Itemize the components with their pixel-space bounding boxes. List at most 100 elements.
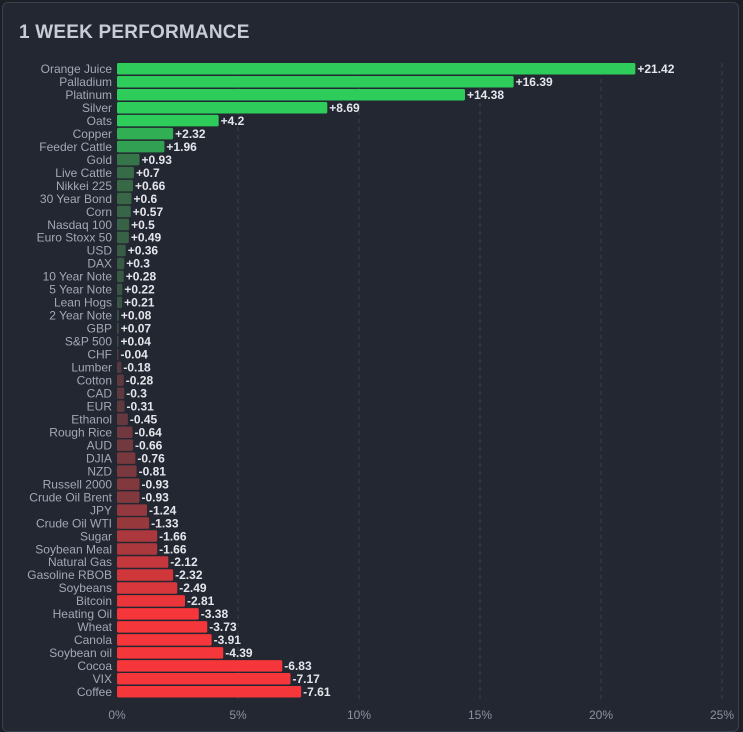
category-label: VIX: [93, 672, 112, 686]
value-label: +0.28: [126, 270, 157, 284]
value-label: +0.07: [121, 322, 152, 336]
bar: [117, 478, 140, 490]
bar: [117, 400, 125, 412]
category-label: S&P 500: [65, 335, 112, 349]
value-label: +0.49: [131, 231, 162, 245]
value-label: +0.3: [126, 257, 150, 271]
value-label: +14.38: [467, 88, 504, 102]
category-label: Corn: [86, 205, 112, 219]
category-label: DJIA: [86, 451, 112, 465]
bar: [117, 127, 174, 140]
category-label: USD: [87, 244, 113, 258]
category-label: CHF: [87, 348, 112, 362]
category-label: 5 Year Note: [49, 283, 112, 297]
bar: [117, 374, 124, 387]
bar: [117, 543, 158, 555]
value-label: -2.49: [179, 581, 207, 595]
category-label: Soybean oil: [49, 646, 112, 660]
bar: [117, 582, 178, 594]
category-label: Bitcoin: [76, 594, 112, 608]
bar: [117, 569, 174, 581]
value-label: +0.04: [121, 335, 152, 349]
bar: [117, 101, 328, 114]
bar: [117, 517, 150, 529]
bar: [117, 504, 148, 516]
value-label: +16.39: [516, 75, 553, 89]
x-tick-label: 20%: [589, 708, 613, 722]
x-tick-label: 25%: [710, 708, 734, 722]
value-label: +4.2: [221, 114, 245, 128]
value-label: -2.12: [170, 555, 198, 569]
value-label: +0.08: [121, 309, 152, 323]
value-label: +0.6: [134, 192, 158, 206]
value-label: -0.04: [121, 348, 149, 362]
category-label: Canola: [74, 633, 112, 647]
value-label: -3.38: [201, 607, 229, 621]
value-label: -1.24: [149, 503, 177, 517]
bar: [117, 114, 219, 127]
bar: [117, 348, 119, 361]
bar: [117, 244, 126, 257]
category-label: Silver: [82, 101, 112, 115]
category-label: Copper: [73, 127, 112, 141]
value-label: -3.73: [209, 620, 237, 634]
category-label: DAX: [87, 257, 112, 271]
value-label: +0.57: [133, 205, 164, 219]
value-label: +1.96: [166, 140, 197, 154]
x-tick-label: 0%: [108, 708, 126, 722]
bar: [117, 335, 119, 348]
bar: [117, 296, 123, 309]
value-label: -2.32: [175, 568, 203, 582]
value-label: +0.66: [135, 179, 166, 193]
category-label: NZD: [87, 464, 112, 478]
category-label: 30 Year Bond: [40, 192, 112, 206]
value-label: +0.7: [136, 166, 160, 180]
value-label: +0.21: [124, 296, 155, 310]
value-label: +0.93: [142, 153, 173, 167]
category-label: Ethanol: [71, 412, 112, 426]
bar: [117, 660, 283, 672]
bar: [117, 530, 158, 542]
category-label: AUD: [87, 438, 113, 452]
value-label: +21.42: [637, 62, 674, 76]
category-label: Palladium: [59, 75, 112, 89]
value-label: -4.39: [225, 646, 253, 660]
category-label: Rough Rice: [49, 425, 112, 439]
category-label: Lumber: [71, 361, 112, 375]
bar: [117, 608, 199, 620]
value-label: -0.31: [127, 399, 155, 413]
category-label: Natural Gas: [48, 555, 112, 569]
bar: [117, 673, 291, 685]
bar: [117, 179, 133, 192]
value-label: -7.17: [293, 672, 321, 686]
bar: [117, 75, 514, 88]
category-label: Coffee: [77, 685, 112, 699]
category-label: Platinum: [65, 88, 112, 102]
value-label: +8.69: [329, 101, 360, 115]
category-label: Oats: [87, 114, 112, 128]
bar: [117, 88, 465, 101]
bar: [117, 153, 140, 166]
bar: [117, 257, 125, 270]
bar: [117, 309, 119, 322]
bar: [117, 283, 123, 296]
category-label: GBP: [87, 322, 112, 336]
bar: [117, 387, 125, 399]
category-label: JPY: [90, 503, 112, 517]
bar: [117, 322, 119, 335]
bar: [117, 426, 133, 438]
value-label: +0.22: [124, 283, 155, 297]
category-label: Cotton: [77, 374, 112, 388]
category-label: Orange Juice: [41, 62, 113, 76]
value-label: -0.81: [139, 464, 167, 478]
category-label: Gold: [87, 153, 112, 167]
bar: [117, 270, 124, 283]
value-label: +0.36: [128, 244, 159, 258]
x-tick-label: 15%: [468, 708, 492, 722]
category-label: Euro Stoxx 50: [37, 231, 113, 245]
value-label: -1.66: [159, 542, 187, 556]
value-label: -2.81: [187, 594, 215, 608]
category-label: CAD: [87, 387, 113, 401]
value-label: -1.33: [151, 516, 179, 530]
